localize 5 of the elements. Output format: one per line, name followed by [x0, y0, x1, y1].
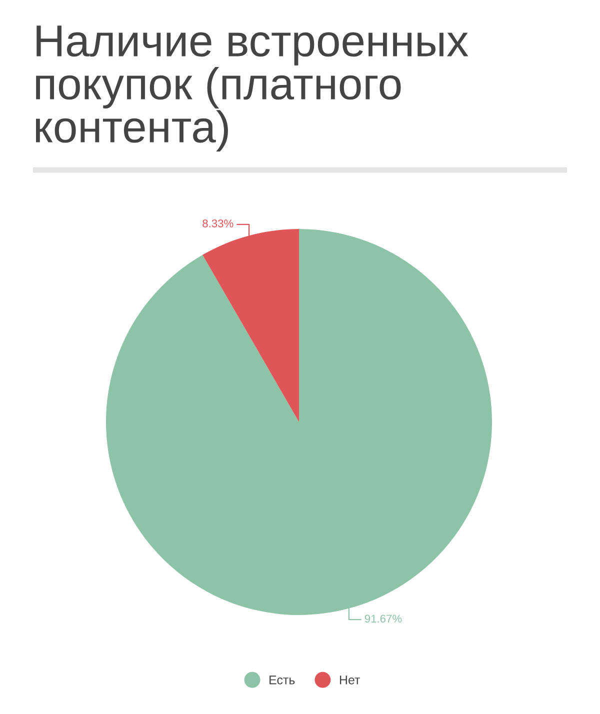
legend-label: Нет	[340, 676, 360, 684]
legend-label: Есть	[270, 676, 295, 684]
chart-title: Наличие встроенных покупок (платного контента)	[36, 26, 468, 152]
data-label: 91.67%	[364, 614, 402, 623]
data-label: 8.33%	[202, 220, 234, 228]
